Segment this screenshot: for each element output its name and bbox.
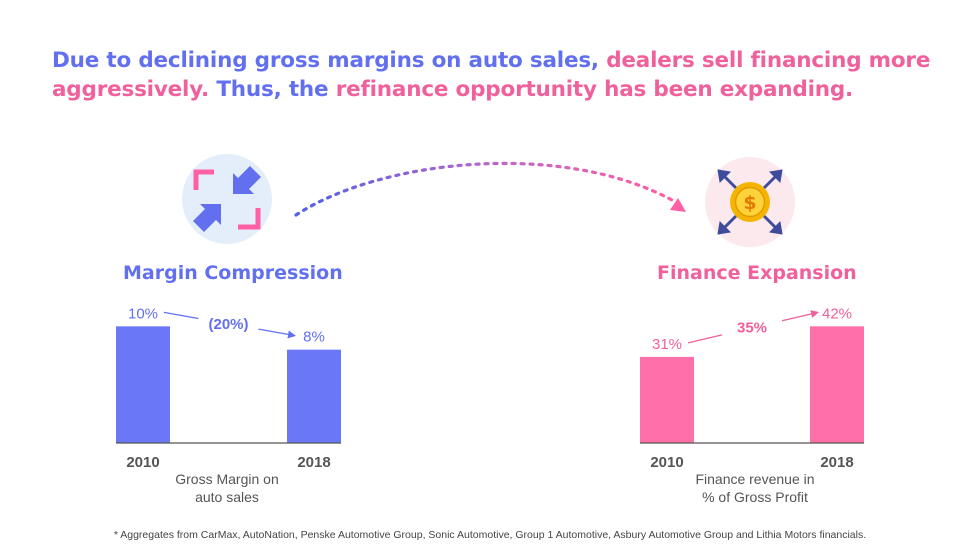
- headline-part-3: Thus, the: [216, 77, 336, 102]
- finance-bar-2010: [640, 356, 694, 443]
- dotted-arc-arrow: [294, 161, 674, 217]
- svg-text:$: $: [743, 192, 756, 214]
- finance-caption-line-2: % of Gross Profit: [702, 489, 808, 505]
- margin-compression-chart: 10% 2010 8% 2018 (20%): [116, 305, 341, 471]
- margin-compression-title: Margin Compression: [123, 262, 343, 284]
- finance-change-arrow-head: [781, 310, 819, 322]
- margin-caption-line-1: Gross Margin on: [175, 471, 279, 487]
- finance-caption: Finance revenue in % of Gross Profit: [670, 470, 840, 506]
- finance-expansion-chart: 31% 2010 42% 2018 35%: [640, 305, 864, 471]
- margin-value-label-2018: 8%: [303, 329, 325, 346]
- finance-expansion-title: Finance Expansion: [657, 262, 857, 284]
- finance-tick-2018: 2018: [820, 454, 853, 471]
- finance-tick-2010: 2010: [650, 454, 683, 471]
- margin-bar-2010: [116, 326, 170, 443]
- margin-bar-2018: [287, 349, 341, 443]
- dollar-coin-expand-icon: $: [705, 157, 795, 247]
- headline-part-2: dealers sell financing more aggressively…: [52, 48, 931, 102]
- finance-value-label-2018: 42%: [822, 305, 852, 322]
- compress-arrows-icon: [182, 154, 272, 244]
- footnote: * Aggregates from CarMax, AutoNation, Pe…: [113, 529, 867, 541]
- finance-change-label: 35%: [737, 320, 767, 337]
- finance-value-label-2010: 31%: [652, 336, 682, 353]
- margin-change-label: (20%): [208, 316, 248, 333]
- margin-change-arrow-tail: [163, 311, 199, 320]
- finance-caption-line-1: Finance revenue in: [695, 471, 815, 487]
- headline-part-1: Due to declining gross margins on auto s…: [52, 48, 607, 73]
- headline-part-4: refinance opportunity has been expanding…: [335, 77, 854, 102]
- margin-value-label-2010: 10%: [128, 305, 158, 322]
- margin-caption: Gross Margin on auto sales: [152, 470, 302, 506]
- margin-change-arrow-head: [258, 328, 296, 339]
- margin-tick-2018: 2018: [297, 454, 330, 471]
- dotted-arc-arrowhead: [670, 198, 686, 212]
- margin-tick-2010: 2010: [126, 454, 159, 471]
- headline: Due to declining gross margins on auto s…: [52, 46, 952, 104]
- margin-caption-line-2: auto sales: [195, 489, 259, 505]
- finance-change-arrow-tail: [687, 334, 723, 344]
- finance-bar-2018: [810, 326, 864, 443]
